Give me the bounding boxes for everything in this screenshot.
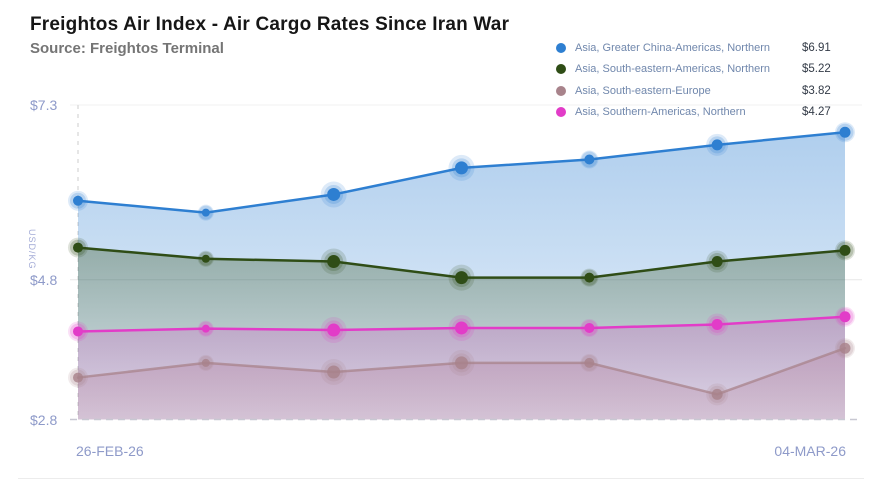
data-point[interactable] [839, 311, 851, 323]
legend-item-label: Asia, Southern-Americas, Northern [575, 106, 746, 119]
data-point[interactable] [711, 256, 723, 268]
data-point[interactable] [201, 358, 210, 367]
data-point[interactable] [201, 254, 210, 263]
y-axis-tick: $7.3 [30, 97, 58, 113]
legend-item-label: Asia, South-eastern-Europe [575, 84, 711, 97]
legend-color-dot-icon [556, 64, 566, 75]
legend-color-dot-icon [556, 85, 566, 96]
data-point[interactable] [327, 255, 341, 269]
data-point[interactable] [711, 388, 723, 400]
legend-item-value: $4.27 [802, 106, 831, 119]
bottom-divider [18, 478, 864, 479]
y-axis-tick: $4.8 [30, 271, 58, 288]
data-point[interactable] [584, 154, 595, 165]
data-point[interactable] [327, 365, 341, 379]
legend: Asia, Greater China-Americas, Northern $… [556, 37, 844, 123]
legend-item[interactable]: Asia, South-eastern-Americas, Northern $… [556, 59, 844, 81]
data-point[interactable] [73, 242, 83, 253]
data-point[interactable] [327, 187, 341, 201]
legend-item-value: $5.22 [802, 63, 831, 76]
data-point[interactable] [455, 271, 468, 285]
data-point[interactable] [711, 318, 723, 330]
data-point[interactable] [584, 357, 595, 368]
chart-title: Freightos Air Index - Air Cargo Rates Si… [30, 14, 510, 35]
data-point[interactable] [73, 326, 83, 337]
data-point[interactable] [839, 126, 851, 138]
legend-item[interactable]: Asia, Southern-Americas, Northern $4.27 [556, 102, 844, 124]
legend-item-value: $6.91 [802, 41, 831, 54]
chart-source: Source: Freightos Terminal [30, 40, 224, 57]
data-point[interactable] [711, 139, 723, 151]
y-axis-title: USD/KG [27, 229, 37, 270]
legend-item[interactable]: Asia, Greater China-Americas, Northern $… [556, 37, 844, 59]
data-point[interactable] [455, 161, 468, 175]
data-point[interactable] [839, 342, 851, 354]
data-point[interactable] [839, 244, 851, 256]
x-axis-tick-start: 26-FEB-26 [76, 443, 144, 459]
data-point[interactable] [584, 322, 595, 333]
x-axis-tick-end: 04-MAR-26 [774, 443, 846, 459]
data-point[interactable] [201, 208, 210, 217]
data-point[interactable] [73, 372, 83, 383]
legend-item[interactable]: Asia, South-eastern-Europe $3.82 [556, 80, 844, 102]
legend-item-label: Asia, Greater China-Americas, Northern [575, 41, 771, 54]
data-point[interactable] [201, 324, 210, 333]
legend-color-dot-icon [556, 107, 566, 118]
y-axis-tick: $2.8 [30, 411, 58, 428]
data-point[interactable] [455, 356, 468, 370]
data-point[interactable] [584, 272, 595, 283]
legend-color-dot-icon [556, 42, 566, 53]
data-point[interactable] [327, 323, 341, 337]
data-point[interactable] [455, 321, 468, 335]
legend-item-label: Asia, South-eastern-Americas, Northern [575, 63, 771, 76]
data-point[interactable] [73, 195, 83, 206]
legend-item-value: $3.82 [802, 84, 831, 97]
